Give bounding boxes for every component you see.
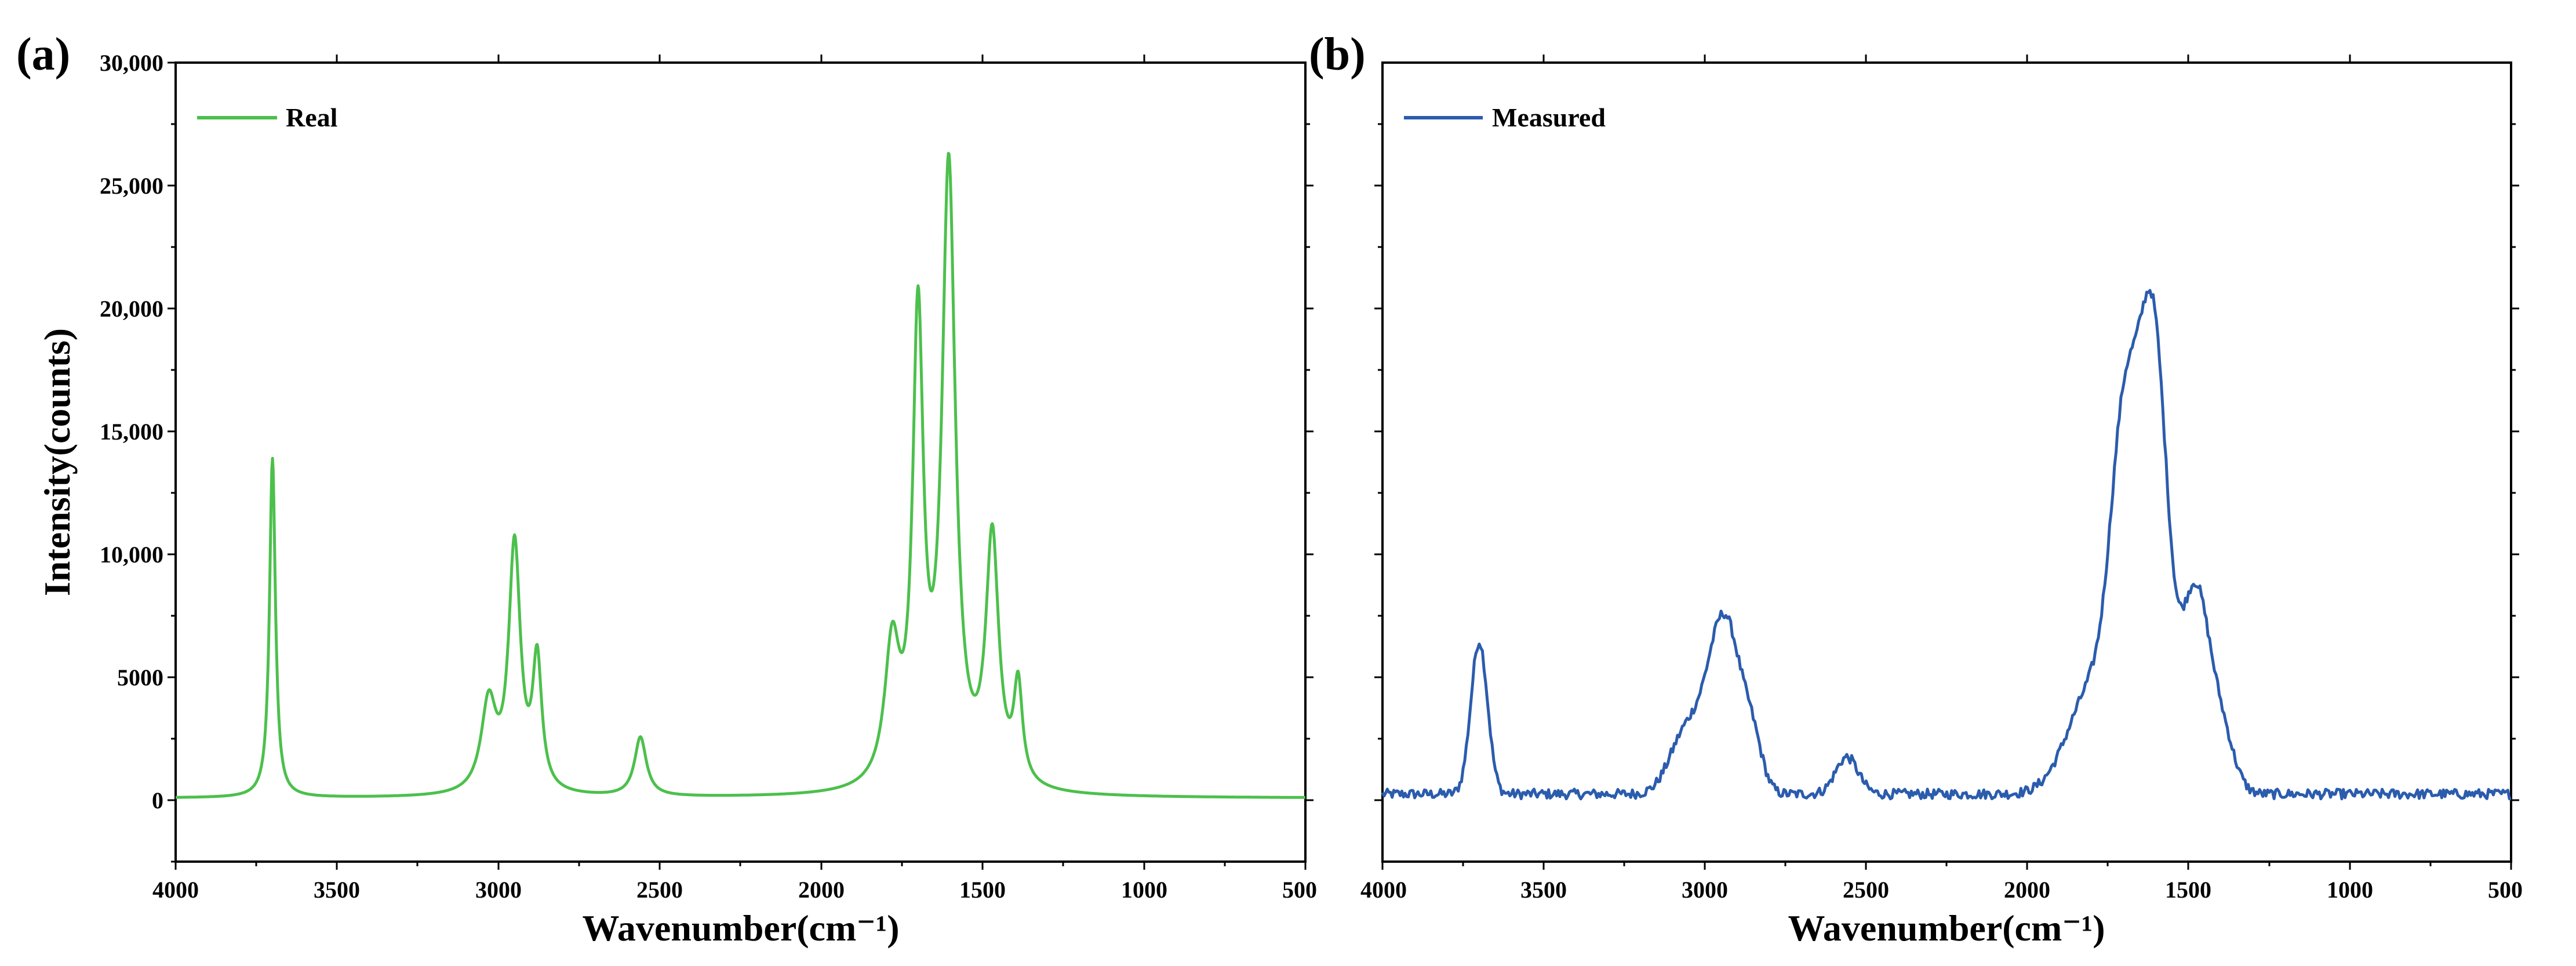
- y-tick-label: 30,000: [100, 50, 163, 76]
- x-tick-label: 2000: [2004, 877, 2050, 903]
- x-tick-label: 3500: [314, 877, 360, 903]
- x-tick-label: 1000: [2327, 877, 2373, 903]
- x-tick-labels-b: 4000 3500 3000 2500 2000 1500 1000 500: [1360, 877, 2523, 903]
- plot-frame-a: [174, 61, 1307, 863]
- y-axis-title: Intensity(counts): [37, 328, 78, 596]
- y-tick-labels-a: 0 5000 10,000 15,000 20,000 25,000 30,00…: [100, 50, 163, 814]
- x-tick-label: 500: [1282, 877, 1317, 903]
- measured-spectrum-line: [1381, 289, 2512, 801]
- panel-a: (a) Intensity(counts) Wavenumber(cm⁻¹) 0…: [16, 29, 1317, 949]
- panel-label-a: (a): [16, 29, 70, 80]
- x-tick-label: 3000: [1682, 877, 1728, 903]
- legend-b: Measured: [1404, 103, 1606, 132]
- y-tick-label: 5000: [117, 664, 163, 691]
- x-tick-label: 1500: [959, 877, 1006, 903]
- x-tick-label: 4000: [1360, 877, 1407, 903]
- legend-label-measured: Measured: [1492, 103, 1606, 132]
- y-tick-label: 20,000: [100, 296, 163, 322]
- x-tick-label: 500: [2488, 877, 2523, 903]
- x-axis-title-b: Wavenumber(cm⁻¹): [1788, 907, 2105, 949]
- x-tick-labels-a: 4000 3500 3000 2500 2000 1500 1000 500: [152, 877, 1317, 903]
- y-tick-label: 15,000: [100, 419, 163, 445]
- y-tick-label: 10,000: [100, 542, 163, 568]
- plot-frame-b: [1381, 61, 2512, 863]
- ticks-a: [168, 55, 1314, 870]
- x-axis-title-a: Wavenumber(cm⁻¹): [582, 907, 899, 949]
- legend-label-real: Real: [286, 103, 337, 132]
- x-tick-label: 3500: [1520, 877, 1567, 903]
- y-tick-label: 25,000: [100, 173, 163, 199]
- y-tick-label: 0: [152, 787, 163, 814]
- x-tick-label: 2500: [1843, 877, 1889, 903]
- ticks-b: [1374, 55, 2519, 870]
- x-tick-label: 2500: [636, 877, 683, 903]
- x-tick-label: 3000: [475, 877, 522, 903]
- panel-b: (b) Wavenumber(cm⁻¹) 4000 3500 3000 2500…: [1309, 29, 2523, 949]
- real-spectrum-line: [174, 152, 1307, 799]
- panel-label-b: (b): [1309, 29, 1366, 80]
- x-tick-label: 1500: [2165, 877, 2211, 903]
- x-tick-label: 2000: [798, 877, 845, 903]
- x-tick-label: 1000: [1121, 877, 1167, 903]
- legend-a: Real: [197, 103, 337, 132]
- x-tick-label: 4000: [152, 877, 199, 903]
